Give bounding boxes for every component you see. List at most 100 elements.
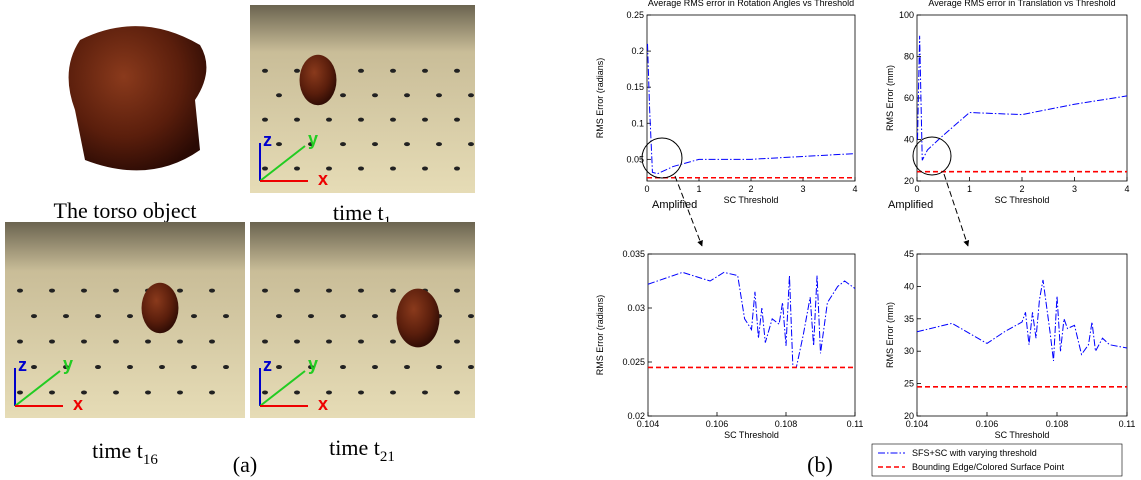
x-axis-label: SC Threshold	[995, 195, 1050, 205]
floor-dot	[294, 288, 300, 293]
floor-dot	[177, 288, 183, 293]
plot-frame	[916, 253, 1128, 417]
floor-dot	[223, 314, 229, 319]
axis-letter: x	[318, 394, 328, 414]
scene-image	[250, 5, 475, 193]
floor-dot	[191, 314, 197, 319]
x-tick-label: 2	[1019, 184, 1024, 194]
floor-dot	[209, 390, 215, 395]
x-tick-label: 0.106	[706, 419, 729, 429]
annotation: Amplified	[652, 199, 697, 211]
series-line	[917, 35, 1128, 161]
floor-dot	[276, 142, 282, 147]
floor-dot	[81, 390, 87, 395]
y-tick-label: 40	[904, 281, 914, 291]
floor-dot	[262, 339, 268, 344]
floor-dot	[17, 288, 23, 293]
floor-dot	[454, 339, 460, 344]
panel-label: (a)	[233, 452, 257, 477]
floor-dot	[326, 288, 332, 293]
series-line	[647, 43, 856, 175]
y-tick-label: 40	[904, 135, 914, 145]
annotation: Amplified	[888, 199, 933, 211]
floor-dot	[372, 93, 378, 98]
floor-dot	[340, 365, 346, 370]
legend-label: SFS+SC with varying threshold	[912, 448, 1037, 458]
floor-dot	[358, 339, 364, 344]
y-tick-label: 0.2	[631, 46, 644, 56]
x-tick-label: 0.104	[637, 419, 660, 429]
axis-letter: x	[73, 394, 83, 414]
axis-letter: z	[263, 355, 272, 375]
floor-dot	[294, 339, 300, 344]
floor-dot	[308, 142, 314, 147]
x-tick-label: 0.11	[847, 419, 864, 429]
zoom-arrow	[674, 175, 703, 247]
floor-dot	[95, 314, 101, 319]
floor-dot	[145, 339, 151, 344]
floor-dot	[113, 339, 119, 344]
floor-dot	[177, 339, 183, 344]
x-tick-label: 3	[800, 184, 805, 194]
floor-dot	[454, 117, 460, 122]
x-tick-label: 0.106	[976, 419, 999, 429]
floor-dot	[209, 288, 215, 293]
y-arrow	[14, 370, 61, 407]
floor-dot	[294, 68, 300, 73]
floor-dot	[308, 365, 314, 370]
y-axis-label: RMS Error (radians)	[595, 295, 605, 376]
floor-dot	[372, 365, 378, 370]
floor-dot	[113, 288, 119, 293]
floor-dot	[49, 390, 55, 395]
floor-dot	[372, 142, 378, 147]
floor-dot	[340, 93, 346, 98]
axis-letter: x	[318, 169, 328, 189]
y-tick-label: 0.25	[626, 10, 644, 20]
floor-dot	[436, 142, 442, 147]
axis-letter: z	[263, 130, 272, 150]
floor-dot	[145, 390, 151, 395]
floor-dot	[358, 68, 364, 73]
x-tick-label: 2	[748, 184, 753, 194]
floor-dot	[276, 93, 282, 98]
x-axis-label: SC Threshold	[724, 195, 779, 205]
image-caption: time t16	[92, 438, 158, 468]
x-tick-label: 1	[967, 184, 972, 194]
floor-dot	[49, 339, 55, 344]
chart-title: Average RMS error in Translation vs Thre…	[928, 0, 1115, 8]
floor-dot	[436, 365, 442, 370]
floor-dot	[31, 365, 37, 370]
floor-dot	[326, 390, 332, 395]
y-tick-label: 0.15	[626, 82, 644, 92]
floor-dot	[17, 339, 23, 344]
floor-dot	[422, 68, 428, 73]
floor-dot	[390, 339, 396, 344]
floor-dot	[308, 314, 314, 319]
floor-dot	[468, 142, 474, 147]
floor-dot	[294, 390, 300, 395]
floor-dot	[468, 365, 474, 370]
floor-dot	[340, 142, 346, 147]
floor-dot	[358, 166, 364, 171]
axis-letter: y	[63, 354, 73, 374]
y-tick-label: 30	[904, 346, 914, 356]
floor-dot	[127, 365, 133, 370]
series-line	[916, 279, 1128, 361]
floor-dot	[454, 390, 460, 395]
caption-subscript: 16	[143, 452, 159, 468]
floor-dot	[63, 314, 69, 319]
floor-dot	[422, 390, 428, 395]
floor-dot	[191, 365, 197, 370]
floor-dot	[262, 117, 268, 122]
floor-dot	[127, 314, 133, 319]
y-tick-label: 60	[904, 93, 914, 103]
floor-dot	[340, 314, 346, 319]
floor-dot	[468, 93, 474, 98]
floor-dot	[372, 314, 378, 319]
plot-frame	[647, 253, 856, 417]
x-tick-label: 4	[852, 184, 857, 194]
x-axis-label: SC Threshold	[724, 430, 779, 440]
caption-text: time t	[92, 438, 143, 463]
